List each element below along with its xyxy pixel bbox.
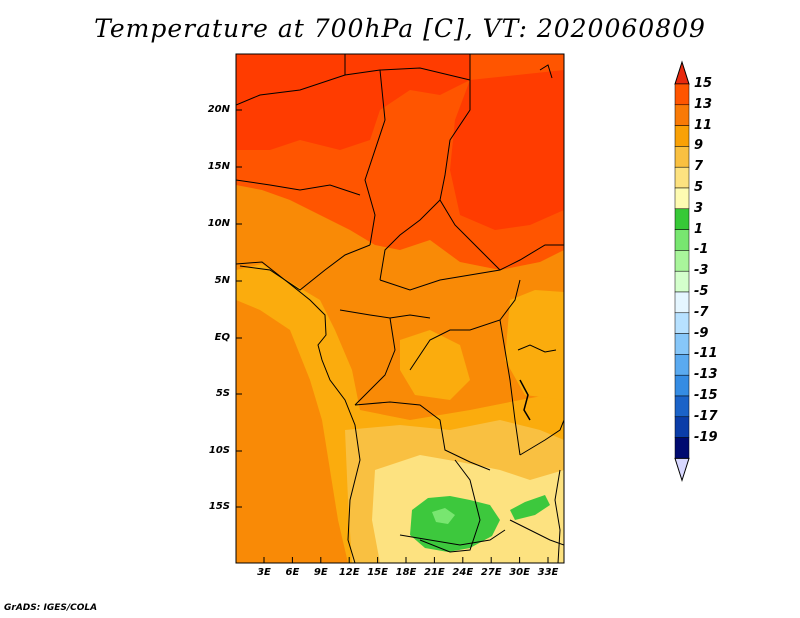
field-amber-east: [505, 290, 564, 400]
colorbar: [674, 60, 690, 483]
colorbar-swatch: [674, 354, 690, 376]
colorbar-label: 13: [694, 96, 713, 112]
colorbar-swatch: [674, 395, 690, 418]
field-hot-north: [236, 54, 470, 150]
lat-label: 15N: [207, 161, 230, 172]
lon-label: 15E: [367, 567, 388, 578]
colorbar-swatch: [674, 250, 690, 272]
map-frame: [235, 53, 565, 564]
colorbar-swatch: [674, 333, 690, 355]
field-hot-east: [450, 70, 564, 230]
lon-label: 24E: [452, 567, 474, 578]
colorbar-label: 1: [694, 221, 704, 237]
colorbar-label: -19: [694, 429, 718, 445]
field-orange-south: [236, 420, 338, 563]
colorbar-label: -15: [694, 388, 718, 403]
colorbar-swatch: [674, 208, 690, 230]
lat-label: 5S: [215, 388, 230, 399]
colorbar-label: -17: [694, 408, 718, 424]
lat-label: 10S: [208, 445, 230, 456]
colorbar-label: -7: [694, 304, 709, 320]
colorbar-swatch: [674, 312, 690, 334]
colorbar-label: 15: [694, 76, 713, 91]
colorbar-swatch: [674, 125, 690, 147]
colorbar-swatch: [674, 229, 690, 251]
field-amber-central: [400, 330, 470, 400]
grads-credit: GrADS: IGES/COLA: [4, 603, 98, 613]
lat-label: 5N: [214, 275, 230, 286]
lon-label: 9E: [313, 567, 328, 578]
lon-label: 12E: [338, 567, 360, 578]
country-borders: [236, 54, 564, 563]
lat-label: 15S: [208, 501, 230, 512]
colorbar-swatch: [674, 166, 690, 189]
lon-label: 18E: [395, 567, 417, 578]
lon-label: 6E: [285, 567, 300, 578]
field-light-green: [432, 508, 455, 524]
lon-label: 21E: [424, 567, 445, 578]
lon-label: 3E: [257, 567, 271, 578]
lat-label: EQ: [214, 332, 230, 343]
colorbar-swatch: [674, 270, 690, 293]
lat-label: 10N: [207, 218, 230, 229]
field-green-east: [510, 495, 550, 520]
colorbar-swatch: [674, 291, 690, 314]
colorbar-label: 9: [694, 138, 704, 154]
colorbar-swatch: [674, 83, 690, 106]
colorbar-swatch: [674, 437, 690, 459]
colorbar-label: 5: [694, 180, 704, 195]
colorbar-label: -11: [694, 346, 718, 362]
colorbar-swatch: [674, 416, 690, 438]
colorbar-label: 3: [694, 200, 704, 216]
colorbar-label: 7: [694, 159, 704, 175]
lon-label: 27E: [480, 567, 502, 578]
axis-ticks: [236, 109, 549, 563]
chart-title: Temperature at 700hPa [C], VT: 202006080…: [94, 14, 706, 43]
colorbar-swatch: [674, 374, 690, 397]
colorbar-swatch: [674, 187, 690, 210]
colorbar-label: -9: [694, 325, 709, 341]
lat-label: 20N: [207, 104, 230, 115]
colorbar-top-arrow: [674, 60, 690, 85]
colorbar-label: -1: [694, 242, 709, 258]
colorbar-label: -13: [694, 367, 718, 383]
lon-label: 33E: [537, 567, 559, 578]
lon-label: 30E: [509, 567, 530, 578]
colorbar-swatch: [674, 146, 690, 168]
colorbar-label: -3: [694, 263, 709, 279]
colorbar-bottom-arrow: [674, 457, 690, 483]
colorbar-label: -5: [694, 284, 709, 299]
colorbar-label: 11: [694, 117, 713, 133]
colorbar-swatch: [674, 104, 690, 126]
